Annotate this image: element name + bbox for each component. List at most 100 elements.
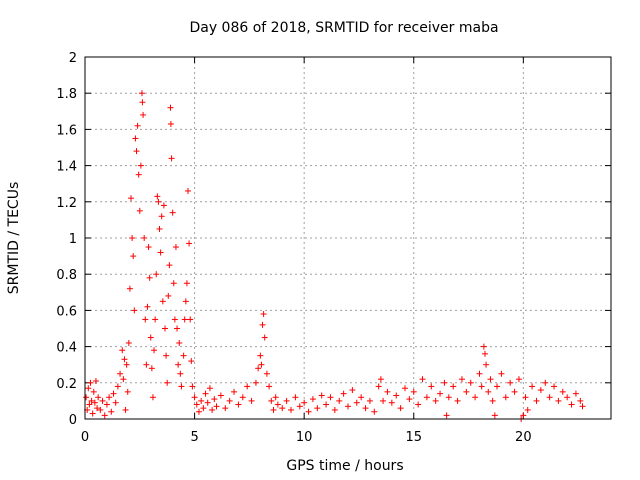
x-tick-label: 5 bbox=[190, 430, 198, 445]
data-point bbox=[568, 401, 575, 408]
data-point bbox=[217, 392, 224, 399]
data-point bbox=[186, 240, 193, 247]
x-tick-label: 0 bbox=[81, 430, 89, 445]
data-point bbox=[542, 379, 549, 386]
data-point bbox=[131, 307, 138, 314]
data-point bbox=[176, 339, 183, 346]
data-point bbox=[555, 397, 562, 404]
data-point bbox=[380, 397, 387, 404]
data-point bbox=[252, 379, 259, 386]
data-point bbox=[397, 405, 404, 412]
data-point bbox=[169, 209, 176, 216]
data-point bbox=[432, 397, 439, 404]
data-point bbox=[166, 262, 173, 269]
data-point bbox=[202, 390, 209, 397]
data-point bbox=[483, 361, 490, 368]
y-tick-label: 1.8 bbox=[56, 87, 77, 102]
data-point bbox=[136, 207, 143, 214]
data-point bbox=[437, 390, 444, 397]
y-tick-label: 0.8 bbox=[56, 268, 77, 283]
data-point bbox=[171, 316, 178, 323]
data-point bbox=[419, 376, 426, 383]
data-point bbox=[463, 388, 470, 395]
data-point bbox=[454, 397, 461, 404]
data-point bbox=[498, 370, 505, 377]
data-point bbox=[248, 397, 255, 404]
data-point bbox=[458, 376, 465, 383]
data-point bbox=[522, 394, 529, 401]
y-tick-label: 0.6 bbox=[56, 304, 77, 319]
x-axis-label: GPS time / hours bbox=[286, 458, 403, 474]
y-tick-label: 2 bbox=[69, 51, 77, 66]
data-point bbox=[288, 406, 295, 413]
data-point bbox=[485, 388, 492, 395]
data-point bbox=[187, 316, 194, 323]
data-point bbox=[164, 379, 171, 386]
data-point bbox=[231, 388, 238, 395]
data-point bbox=[481, 350, 488, 357]
data-point bbox=[494, 383, 501, 390]
data-point bbox=[152, 316, 159, 323]
data-point bbox=[122, 406, 129, 413]
data-point bbox=[86, 401, 93, 408]
x-tick-label: 15 bbox=[405, 430, 422, 445]
data-point bbox=[135, 171, 142, 178]
data-point bbox=[91, 399, 98, 406]
data-point bbox=[126, 285, 133, 292]
data-point bbox=[157, 249, 164, 256]
data-point bbox=[89, 410, 96, 417]
data-point bbox=[204, 399, 211, 406]
data-point bbox=[441, 379, 448, 386]
data-point bbox=[366, 397, 373, 404]
data-point bbox=[155, 198, 162, 205]
data-point bbox=[577, 397, 584, 404]
data-point bbox=[141, 235, 148, 241]
data-point bbox=[443, 412, 450, 419]
data-point bbox=[524, 406, 531, 413]
data-point bbox=[235, 401, 242, 408]
data-point bbox=[283, 397, 290, 404]
data-point bbox=[200, 405, 207, 412]
data-point bbox=[103, 401, 110, 408]
data-point bbox=[401, 385, 408, 392]
data-point bbox=[489, 397, 496, 404]
data-point bbox=[255, 365, 262, 372]
data-point bbox=[163, 352, 170, 359]
data-point bbox=[323, 401, 330, 408]
data-point bbox=[206, 385, 213, 392]
data-point bbox=[137, 162, 144, 169]
data-point bbox=[258, 361, 265, 368]
data-point bbox=[172, 244, 179, 251]
y-tick-label: 1.2 bbox=[56, 196, 77, 211]
data-point bbox=[128, 195, 135, 202]
ticks: 00.20.40.60.811.21.41.61.820 5 10 15 20 bbox=[56, 51, 611, 445]
data-point bbox=[213, 403, 220, 410]
data-point bbox=[428, 383, 435, 390]
data-point bbox=[133, 148, 140, 155]
data-point bbox=[537, 387, 544, 394]
data-point bbox=[158, 213, 165, 220]
data-point bbox=[274, 401, 281, 408]
data-point bbox=[362, 405, 369, 412]
data-point bbox=[123, 361, 130, 368]
data-point bbox=[191, 394, 198, 401]
data-point bbox=[114, 383, 121, 390]
data-point bbox=[88, 397, 95, 404]
data-point bbox=[301, 399, 308, 406]
data-point bbox=[375, 383, 382, 390]
data-point bbox=[211, 396, 218, 403]
data-point bbox=[97, 406, 104, 413]
data-point bbox=[305, 408, 312, 415]
data-point bbox=[533, 397, 540, 404]
data-point bbox=[336, 397, 343, 404]
data-point bbox=[520, 412, 527, 419]
data-point bbox=[511, 388, 518, 395]
data-point bbox=[85, 385, 92, 392]
data-point bbox=[198, 397, 205, 404]
data-point bbox=[139, 99, 146, 106]
data-point bbox=[487, 376, 494, 383]
data-point bbox=[161, 325, 168, 332]
data-point bbox=[101, 412, 108, 419]
data-point bbox=[181, 316, 188, 323]
data-point bbox=[151, 347, 158, 354]
